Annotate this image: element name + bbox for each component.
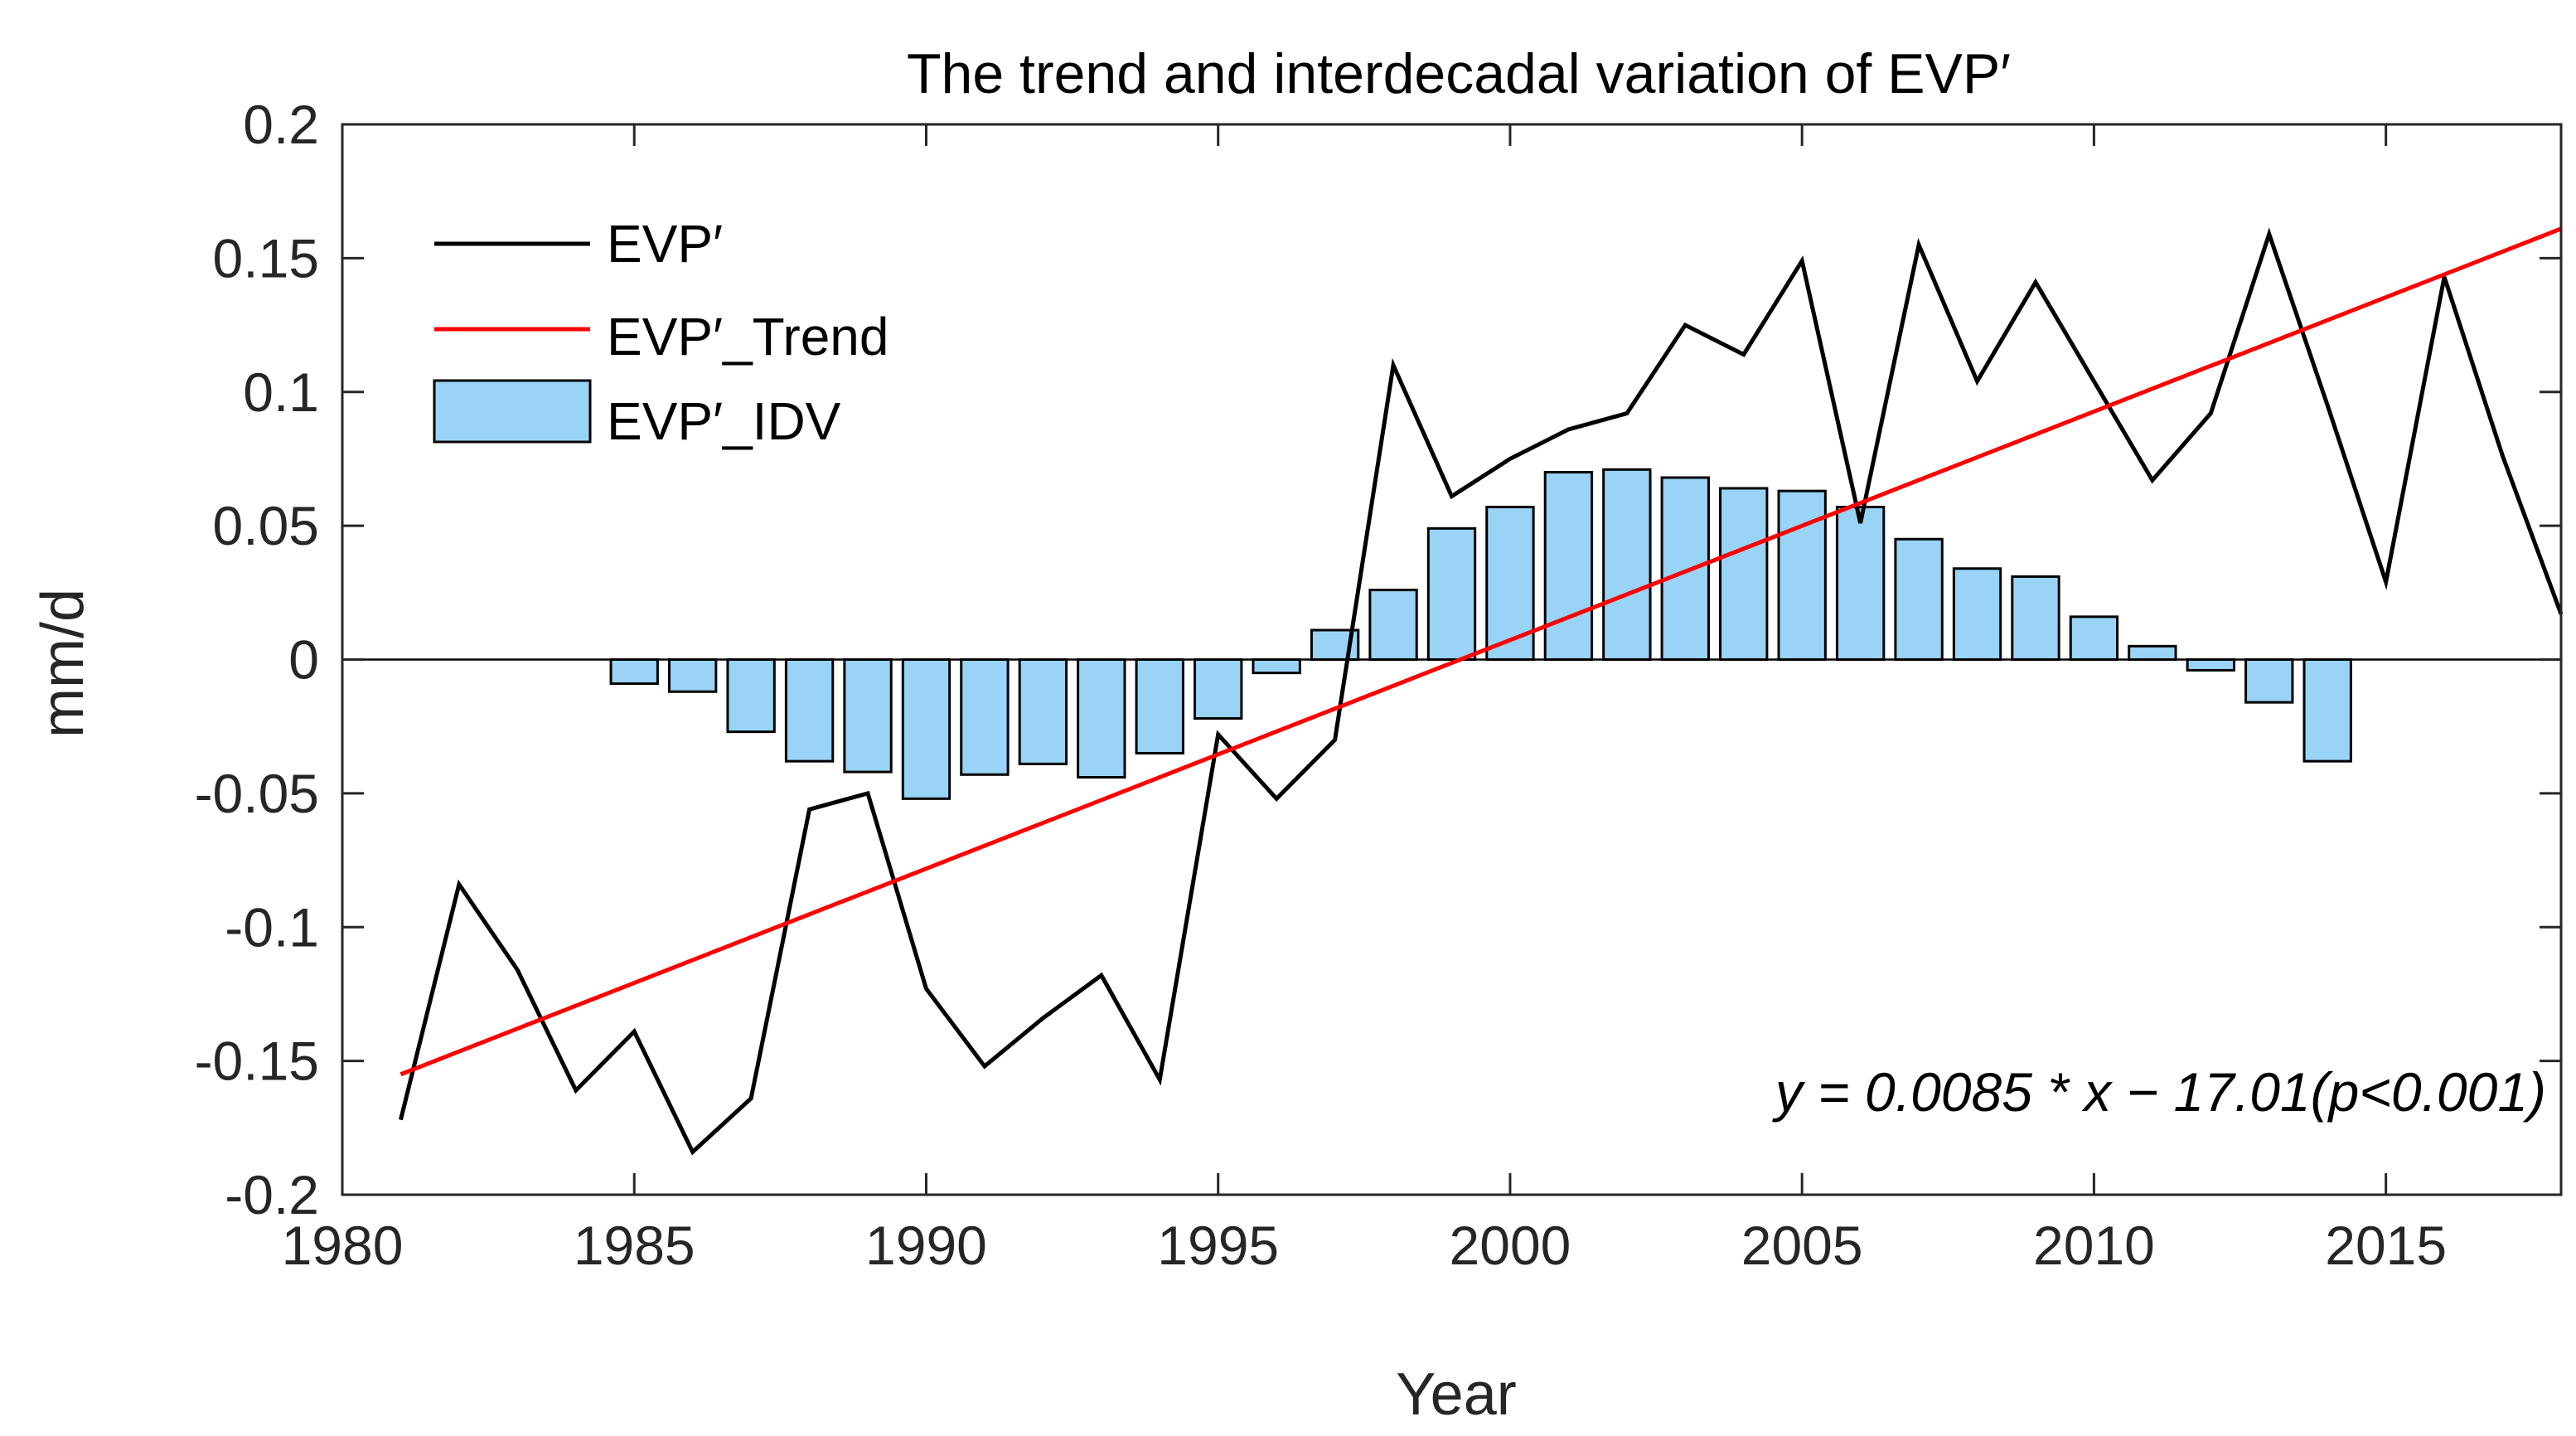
idv-bar-1991 — [960, 658, 1010, 776]
trend-line — [399, 226, 2562, 1077]
y-tick-label: -0.2 — [225, 1164, 319, 1225]
x-tick-label: 1980 — [282, 1215, 404, 1276]
x-axis-ticks: 1980 1985 1990 1995 2000 2005 2010 2015 — [282, 124, 2447, 1276]
legend: EVP′ EVP′_Trend EVP′_IDV — [433, 214, 889, 451]
x-tick-label: 2005 — [1741, 1215, 1863, 1276]
idv-bar-1985 — [609, 658, 659, 686]
idv-bar-1987 — [726, 658, 776, 734]
idv-bar-1986 — [668, 658, 718, 693]
idv-bar-1998 — [1368, 589, 1418, 662]
x-axis-title: Year — [1396, 1361, 1516, 1428]
y-tick-label: 0.2 — [243, 94, 319, 155]
idv-bar-2010 — [2069, 615, 2119, 661]
idv-bar-1990 — [901, 658, 951, 800]
y-axis-ticks: -0.2 -0.15 -0.1 -0.05 0 0.05 0.1 0.15 0.2 — [195, 94, 2561, 1225]
idv-bar-2007 — [1894, 537, 1944, 662]
x-tick-label: 1990 — [865, 1215, 987, 1276]
x-tick-label: 2010 — [2033, 1215, 2155, 1276]
trend-equation: y = 0.0085 * x − 17.01(p<0.001) — [1772, 1061, 2546, 1123]
idv-bar-1993 — [1077, 658, 1126, 779]
x-tick-label: 1985 — [574, 1215, 695, 1276]
y-tick-label: -0.05 — [195, 763, 319, 824]
idv-bar-1996 — [1252, 658, 1301, 675]
idv-bar-1989 — [843, 658, 893, 774]
x-tick-label: 1995 — [1157, 1215, 1279, 1276]
y-tick-label: -0.1 — [225, 896, 319, 958]
idv-bar-1992 — [1018, 658, 1068, 765]
idv-bar-2001 — [1543, 471, 1594, 662]
y-tick-label: 0.15 — [213, 227, 319, 289]
idv-bar-1999 — [1426, 526, 1477, 661]
idv-bar-2009 — [2011, 575, 2060, 662]
idv-bar-2008 — [1952, 567, 2002, 662]
idv-bar-1988 — [784, 658, 835, 763]
legend-label-trend: EVP′_Trend — [607, 307, 889, 366]
idv-bar-2004 — [1719, 487, 1769, 661]
idv-bars — [609, 468, 2352, 800]
chart-title: The trend and interdecadal variation of … — [907, 42, 2011, 105]
legend-label-idv: EVP′_IDV — [607, 391, 841, 451]
y-tick-label: 0 — [288, 629, 319, 691]
idv-bar-2005 — [1777, 489, 1827, 661]
x-tick-label: 2000 — [1450, 1215, 1571, 1276]
y-axis-title: mm/d — [30, 589, 96, 738]
y-tick-label: -0.15 — [195, 1031, 319, 1092]
idv-bar-2003 — [1660, 476, 1710, 662]
x-tick-label: 2015 — [2325, 1215, 2447, 1276]
legend-swatch-idv — [433, 379, 592, 444]
idv-bar-2006 — [1835, 506, 1886, 661]
idv-bar-2002 — [1602, 468, 1652, 661]
legend-label-evp: EVP′ — [607, 214, 723, 274]
y-tick-label: 0.05 — [213, 495, 319, 556]
idv-bar-1994 — [1135, 658, 1184, 754]
idv-bar-2014 — [2302, 658, 2352, 763]
idv-bar-2012 — [2186, 658, 2235, 672]
evp-line — [399, 227, 2564, 1156]
y-tick-label: 0.1 — [243, 361, 319, 423]
idv-bar-1995 — [1194, 658, 1243, 720]
idv-bar-2000 — [1485, 506, 1535, 661]
idv-bar-2011 — [2128, 644, 2177, 661]
idv-bar-2013 — [2244, 658, 2294, 704]
